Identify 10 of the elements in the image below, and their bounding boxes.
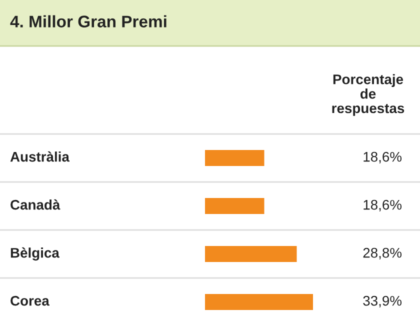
data-label: 18,6%: [364, 152, 402, 164]
data-label: 18,6%: [364, 200, 402, 212]
text: Porcentaje de respuestas: [332, 74, 404, 116]
chart-title: 4. Millor Gran Premi: [10, 15, 166, 28]
y-tick-label: Bèlgica: [10, 247, 60, 261]
y-tick-label: Austràlia: [10, 151, 70, 162]
data-label: 33,9%: [363, 296, 402, 308]
data-label: 28,8%: [363, 248, 402, 260]
y-tick-label: Corea: [10, 296, 50, 306]
y-tick-label: Canadà: [10, 199, 60, 210]
